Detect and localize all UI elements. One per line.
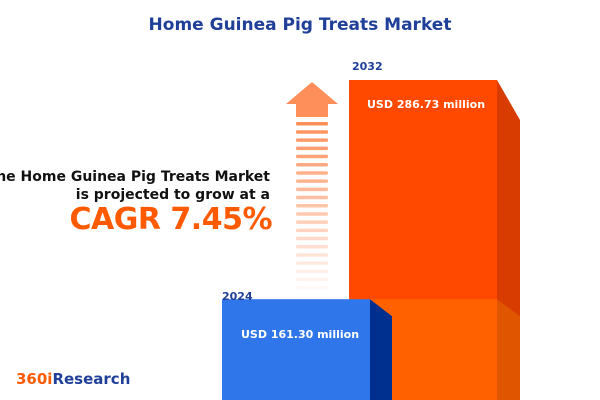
arrow-stripe (296, 220, 328, 224)
description: The Home Guinea Pig Treats Market is pro… (0, 168, 270, 204)
arrow-stripe (296, 171, 328, 175)
arrow-stripe (296, 195, 328, 200)
arrow-stripe (296, 187, 328, 192)
year-label-2032: 2032 (352, 60, 383, 73)
bar-2032-lower-side (497, 299, 520, 400)
arrow-stripe (296, 236, 328, 241)
arrow-stripe (296, 245, 328, 249)
description-line-2: is projected to grow at a (75, 187, 270, 203)
arrow-stripe (296, 163, 328, 167)
description-line-1: The Home Guinea Pig Treats Market (0, 169, 270, 185)
arrow-stripe (296, 154, 328, 159)
year-label-2024: 2024 (222, 290, 253, 303)
bar-2024 (222, 299, 370, 400)
arrow-stripe (296, 204, 328, 208)
chart-title: Home Guinea Pig Treats Market (148, 15, 452, 35)
arrow-stripe (296, 286, 328, 290)
data-label-2032: USD 286.73 million (367, 98, 486, 111)
arrow-stripe (296, 253, 328, 257)
arrow-stripe (296, 179, 328, 183)
arrow-stripe (296, 261, 328, 265)
arrow-stripe (296, 228, 328, 233)
arrow-stripe (296, 212, 328, 216)
cagr-value: CAGR 7.45% (69, 202, 273, 237)
arrow-stripe (296, 122, 328, 126)
growth-arrow-icon (286, 82, 338, 290)
arrow-stripe (296, 277, 328, 282)
bar-2024-side (370, 299, 392, 400)
arrow-stripe (296, 130, 328, 134)
arrow-stripe (296, 146, 328, 151)
arrow-stripe (296, 138, 328, 142)
arrow-stripe (296, 269, 328, 274)
logo: 360iResearch (16, 370, 131, 388)
data-label-2024: USD 161.30 million (241, 328, 360, 341)
